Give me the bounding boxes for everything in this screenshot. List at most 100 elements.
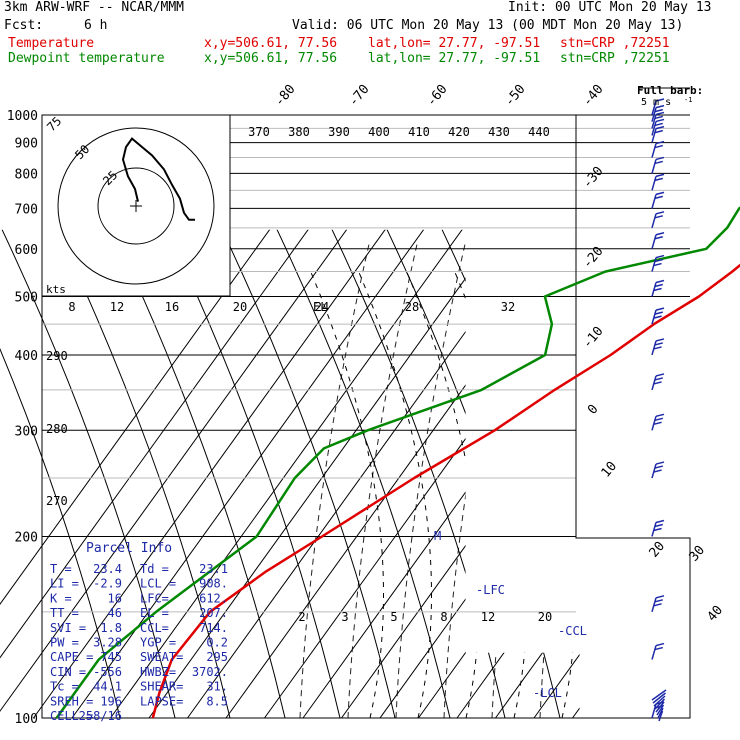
wind-barb-staff [651, 597, 657, 613]
parcel-info-value: 258/16 [79, 709, 122, 723]
wind-barb [651, 519, 665, 537]
speed-tick-label: 20 [233, 300, 247, 314]
wind-barb-flag [653, 287, 662, 292]
wind-barb [651, 373, 665, 391]
wind-barb-staff [651, 234, 657, 249]
potential-temp-side-label: 290 [46, 349, 68, 363]
parcel-info-label: TT = [50, 606, 79, 620]
hodograph-units-label: kts [46, 283, 66, 296]
wind-barb-flag [654, 646, 663, 651]
wind-barb-staff [651, 416, 657, 431]
mixing-ratio-line [588, 240, 658, 718]
wind-barb-flag [654, 283, 663, 288]
wind-barb-staff [651, 645, 657, 660]
wind-barb-flag [655, 118, 665, 123]
speed-tick-label: 16 [165, 300, 179, 314]
mixing-ratio-label: 3 [341, 610, 348, 624]
wind-barb-staff [651, 463, 657, 479]
pressure-tick-label: 100 [15, 712, 38, 727]
dry-adiabat [275, 115, 505, 718]
wind-barb-flag [655, 211, 665, 215]
wind-barb-flag [653, 421, 662, 426]
wind-barb-dense [657, 707, 664, 719]
parcel-info-value: 16 [108, 591, 122, 605]
parcel-info-label: SHEAR= [140, 680, 183, 694]
wind-barb-flag [653, 381, 662, 385]
barb-key-exponent: -1 [684, 96, 692, 104]
parcel-info-label: SWEAT= [140, 650, 183, 664]
wind-barb-staff [651, 107, 657, 122]
wind-barb-staff [651, 703, 657, 719]
wind-barb-flag [654, 236, 663, 240]
isotherm-line [265, 115, 699, 718]
theta-tick-label: 430 [488, 125, 510, 139]
wind-barb [651, 140, 665, 158]
level-annotation-el: EL [313, 300, 327, 314]
wind-barb-flag [655, 254, 665, 259]
parcel-info-value: 23.1 [199, 562, 228, 576]
speed-tick-label: 24 [315, 300, 329, 314]
theta-tick-label: 440 [528, 125, 550, 139]
init-time: Init: 00 UTC Mon 20 May 13 [508, 0, 712, 15]
isotherm-label: -40 [580, 82, 607, 110]
temperature-profile [151, 263, 740, 719]
parcel-info-label: Tc = [50, 680, 79, 694]
wind-barb-staff [651, 282, 657, 297]
parcel-info-value: -556 [93, 665, 122, 679]
isotherm-line [611, 115, 740, 718]
wind-barb-staff [651, 143, 657, 158]
wind-barb [651, 307, 665, 325]
parcel-info-label: CCL= [140, 621, 169, 635]
wind-barb-dense [658, 710, 664, 722]
dewpoint-xy: x,y=506.61, 77.56 [204, 51, 338, 66]
wind-barb-flag [655, 111, 665, 116]
temperature-latlon: lat,lon= 27.77, -97.51 [368, 36, 541, 51]
wind-barb [651, 461, 665, 479]
wind-barb [651, 595, 665, 613]
wind-barb-flag [655, 279, 665, 284]
isotherm-label: -80 [272, 82, 299, 110]
parcel-info-label: Td = [140, 562, 169, 576]
wind-barb-flag [653, 262, 662, 267]
hodograph-ring [57, 127, 215, 285]
wind-barb-flag [654, 311, 663, 315]
wind-barb-flag [655, 307, 665, 311]
wind-barb [651, 232, 665, 249]
theta-tick-label: 370 [248, 125, 270, 139]
wind-barb-flag [655, 642, 665, 647]
parcel-info-label: LAPSE= [140, 694, 183, 708]
wind-barb-flag [654, 129, 663, 134]
isotherm-label: -50 [502, 82, 529, 110]
wind-barb-dense [654, 698, 666, 710]
wind-barb-staff [651, 159, 657, 174]
parcel-info-label: K = [50, 591, 72, 605]
speed-tick-label: 32 [501, 300, 515, 314]
barb-key-label: Full barb: [637, 84, 703, 97]
wind-barb-flag [654, 599, 663, 603]
isotherm-line [303, 115, 737, 718]
wind-barb-dense [653, 695, 666, 707]
dewpoint-latlon: lat,lon= 27.77, -97.51 [368, 51, 541, 66]
speed-tick-label: 28 [405, 300, 419, 314]
wind-barb-flag [655, 232, 665, 236]
theta-tick-label: 410 [408, 125, 430, 139]
level-annotation-m: M [434, 529, 441, 543]
wind-barb [651, 173, 665, 191]
pressure-tick-label: 400 [15, 349, 38, 364]
mixing-ratio-line [300, 240, 370, 718]
dry-adiabat [440, 115, 670, 718]
pressure-tick-label: 1000 [7, 109, 38, 124]
level-annotation-ccl: -CCL [558, 624, 587, 638]
wind-barb-flag [655, 461, 665, 465]
wind-barb [651, 191, 665, 209]
wind-barb [651, 104, 665, 122]
parcel-info-value: 0.2 [206, 636, 228, 650]
wind-barb-flag [653, 346, 662, 350]
barb-key-units: 5 m s [641, 97, 671, 108]
wind-barb-flag [654, 195, 663, 200]
temperature-xy: x,y=506.61, 77.56 [204, 36, 338, 51]
isotherm-label: 10 [599, 459, 621, 481]
parcel-info-label: HWBZ= [140, 665, 176, 679]
wind-barb-flag [655, 104, 665, 109]
wind-barb-flag [654, 342, 663, 346]
